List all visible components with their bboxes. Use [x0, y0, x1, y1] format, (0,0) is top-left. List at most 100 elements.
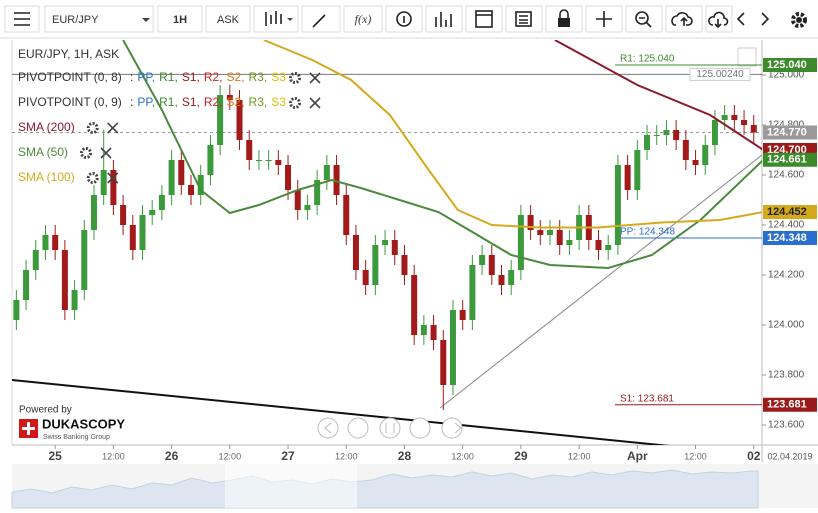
- gear-icon: [289, 97, 301, 109]
- candle-body: [750, 125, 757, 133]
- news-button[interactable]: [505, 5, 543, 33]
- candle-body: [110, 170, 117, 205]
- watermark-tagline: Swiss Banking Group: [43, 434, 110, 441]
- params-level: PP,: [137, 95, 155, 109]
- params-level: S2,: [227, 70, 245, 84]
- candle-body: [741, 120, 748, 125]
- volume-button[interactable]: [425, 5, 463, 33]
- y-tick-label: 124.800: [768, 120, 805, 131]
- level-label: R1: 125.040: [620, 54, 675, 65]
- candle-body: [411, 275, 418, 335]
- remove-icon: [107, 172, 119, 184]
- candle-body: [566, 240, 573, 245]
- price-tag: [763, 58, 817, 72]
- remove-icon: [107, 122, 119, 134]
- x-tick-label: 26: [165, 449, 179, 463]
- candle-body: [595, 240, 602, 250]
- candle-body: [207, 145, 214, 175]
- candle-body: [711, 120, 718, 145]
- price-tag-label: 124.770: [767, 126, 807, 138]
- legend-indicator: PIVOTPOINT (0, 9): [18, 95, 122, 109]
- x-tick-label: 25: [48, 449, 62, 463]
- candle-body: [605, 245, 612, 250]
- gear-icon: [289, 72, 301, 84]
- candle-body: [343, 195, 350, 235]
- next-button[interactable]: [761, 12, 770, 26]
- candle-body: [120, 205, 127, 225]
- candle-body: [508, 270, 515, 285]
- candle-body: [547, 230, 554, 235]
- upload-button[interactable]: [665, 5, 703, 33]
- chart-type-button[interactable]: [253, 5, 299, 33]
- candle-body: [61, 250, 68, 310]
- y-tick-label: 123.600: [768, 420, 805, 431]
- candle-body: [488, 255, 495, 275]
- draw-button[interactable]: [301, 5, 341, 33]
- level-label: PP: 124.348: [620, 227, 675, 238]
- candle-body: [275, 160, 282, 165]
- params-level: R2,: [204, 95, 223, 109]
- prev-button[interactable]: [736, 12, 745, 26]
- expand-button[interactable]: [737, 47, 757, 67]
- candle-body: [100, 170, 107, 195]
- candle-body: [479, 255, 486, 265]
- candle-body: [23, 270, 30, 300]
- candle-body: [692, 160, 699, 165]
- params-level: S1,: [182, 70, 200, 84]
- crosshair-button[interactable]: [585, 5, 623, 33]
- gear-icon: [80, 147, 93, 159]
- legend-params: : PP, R1, S1, R2, S2, R3, S3: [130, 70, 286, 84]
- navigator-area: [11, 469, 759, 509]
- info-button[interactable]: [385, 5, 423, 33]
- candle-body: [624, 165, 631, 190]
- price-tag: [763, 231, 817, 245]
- params-prefix: :: [130, 95, 133, 109]
- candle-body: [294, 190, 301, 210]
- zoom-button[interactable]: [625, 5, 663, 33]
- params-level: R3,: [249, 70, 268, 84]
- candle-body: [265, 160, 272, 161]
- indicator-line: [263, 40, 762, 229]
- nav-buttons[interactable]: [317, 417, 463, 439]
- price-tag: [763, 152, 817, 167]
- settings-button[interactable]: [791, 12, 807, 28]
- candle-body: [682, 140, 689, 160]
- period-select[interactable]: 1H: [157, 5, 203, 33]
- candle-body: [634, 150, 641, 190]
- y-tick-label: 125.000: [768, 70, 805, 81]
- trend-line: [439, 154, 762, 409]
- y-tick-label: 124.000: [768, 320, 805, 331]
- candle-body: [236, 100, 243, 140]
- candle-body: [702, 145, 709, 165]
- side-select[interactable]: ASK: [205, 5, 251, 33]
- menu-button[interactable]: [4, 5, 40, 33]
- params-level: R3,: [249, 95, 268, 109]
- calendar-button[interactable]: [465, 5, 503, 33]
- candle-body: [13, 300, 20, 320]
- download-button[interactable]: [705, 5, 733, 33]
- legend-series: SMA (100): [18, 170, 75, 184]
- lock-button[interactable]: [545, 5, 583, 33]
- params-level: R1,: [159, 70, 178, 84]
- candle-body: [644, 135, 651, 150]
- indicator-line: [554, 40, 762, 151]
- x-tick-label: 02: [747, 449, 761, 463]
- navigator-window[interactable]: [225, 464, 357, 508]
- params-level: PP,: [137, 70, 155, 84]
- symbol[interactable]: EUR/JPY: [52, 14, 99, 26]
- watermark-brand: DUKASCOPY: [42, 416, 125, 431]
- candle-body: [663, 130, 670, 135]
- price-tag: [763, 205, 817, 219]
- indicators-button[interactable]: f(x): [343, 5, 383, 33]
- candle-body: [391, 240, 398, 255]
- y-tick-label: 123.800: [768, 370, 805, 381]
- remove-icon: [309, 72, 321, 84]
- y-tick-label: 124.400: [768, 220, 805, 231]
- x-tick-label: 28: [398, 449, 412, 463]
- period[interactable]: 1H: [173, 14, 187, 26]
- x-tick-label: 12:00: [102, 451, 125, 461]
- symbol-select[interactable]: EUR/JPY: [44, 5, 154, 33]
- fx-label[interactable]: f(x): [355, 12, 372, 26]
- side[interactable]: ASK: [217, 14, 240, 26]
